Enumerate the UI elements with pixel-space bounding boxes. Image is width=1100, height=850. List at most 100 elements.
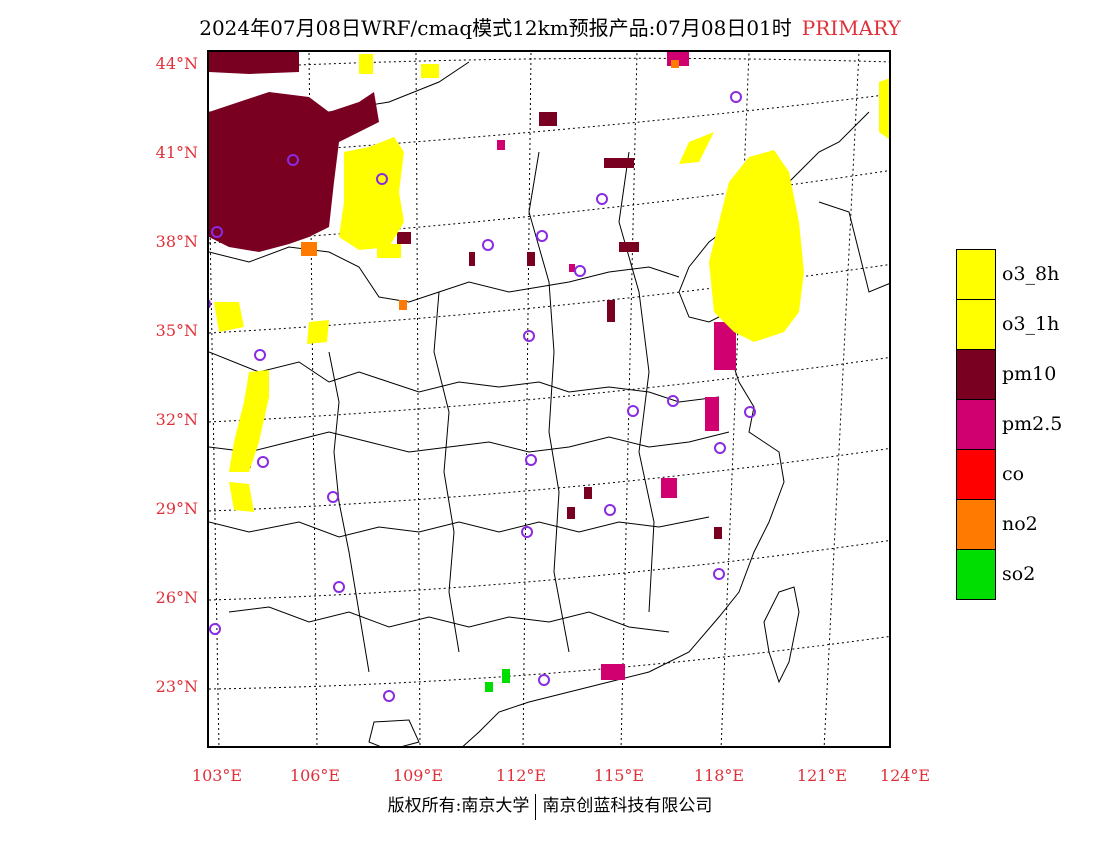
lon-label-109: 109°E [392, 766, 444, 785]
o3-far-ne [879, 78, 889, 140]
pm10-cell-10 [567, 507, 575, 519]
inner-boundary-9 [618, 151, 655, 613]
legend-swatch-pm25 [956, 399, 996, 450]
korea [818, 201, 889, 293]
lat-label-38: 38°N [155, 232, 198, 251]
pm10-cell-1 [539, 112, 557, 126]
station-marker [327, 491, 339, 503]
lon-label-112: 112°E [495, 766, 547, 785]
inner-boundary-3 [209, 431, 730, 453]
station-marker [482, 239, 494, 251]
station-marker [209, 623, 221, 635]
lon-label-118: 118°E [693, 766, 745, 785]
map-panel [207, 50, 891, 748]
legend-label-co: co [1002, 463, 1025, 485]
pm25-cell-2 [569, 264, 575, 272]
legend-label-pm10: pm10 [1002, 363, 1057, 385]
inner-boundary-5 [228, 606, 670, 633]
o3-beijing [339, 137, 404, 250]
inner-boundary-1 [209, 246, 680, 303]
inner-boundary-2 [209, 351, 720, 403]
legend-label-o3-1h: o3_1h [1002, 313, 1060, 335]
meridian-109 [415, 52, 421, 746]
meridian-115 [620, 52, 638, 746]
lon-label-103: 103°E [191, 766, 243, 785]
no2-cell-2 [399, 300, 407, 310]
inner-boundary-7 [433, 291, 460, 653]
pm10-cell-6 [469, 252, 475, 266]
footer-left: 版权所有:南京大学 [387, 796, 530, 816]
station-marker [538, 674, 550, 686]
lat-label-23: 23°N [155, 677, 198, 696]
meridian-112 [522, 52, 532, 746]
station-marker [333, 581, 345, 593]
station-marker [254, 349, 266, 361]
inner-boundary-6 [328, 351, 370, 673]
map-title: 2024年07月08日WRF/cmaq模式12km预报产品:07月08日01时 P… [0, 12, 1100, 41]
parallel-26 [209, 540, 889, 601]
station-markers [209, 91, 756, 702]
pm25-jiangsu [714, 322, 736, 370]
lon-label-106: 106°E [289, 766, 341, 785]
meridian-118 [720, 52, 750, 746]
station-marker [714, 442, 726, 454]
lon-label-115: 115°E [593, 766, 645, 785]
no2-cell-3 [671, 60, 679, 68]
o3-northeast [679, 132, 714, 164]
inner-boundary-8 [528, 151, 570, 653]
station-marker [604, 504, 616, 516]
o3-yellow-sea [709, 150, 804, 342]
station-marker [536, 230, 548, 242]
parallel-23 [209, 636, 889, 690]
inner-boundary-4 [209, 516, 710, 538]
taiwan [763, 586, 800, 684]
o3-patches [214, 54, 889, 512]
pm25-cell-1 [497, 140, 505, 150]
copyright-footer: 版权所有:南京大学 南京创蓝科技有限公司 [0, 791, 1100, 820]
station-marker [667, 395, 679, 407]
station-marker [525, 454, 537, 466]
meridian-121 [823, 52, 860, 746]
pm10-cell-4 [607, 300, 615, 322]
lat-label-41: 41°N [155, 143, 198, 162]
boundaries [209, 61, 889, 746]
pm10-cell-5 [397, 232, 411, 244]
station-marker [257, 456, 269, 468]
lon-label-121: 121°E [796, 766, 848, 785]
station-marker [744, 406, 756, 418]
pm25-guangdong [601, 664, 625, 680]
o3-cell-1 [359, 54, 373, 74]
parallel-29 [209, 448, 889, 512]
pm10-cell-3 [619, 242, 639, 252]
o3-shaanxi [307, 320, 329, 344]
o3-chongqing-w [229, 482, 254, 512]
pm10-cell-9 [584, 487, 592, 499]
no2-patches [301, 60, 679, 310]
pm25-east-2 [661, 478, 677, 498]
legend-label-no2: no2 [1002, 513, 1038, 535]
station-marker [521, 526, 533, 538]
legend-swatch-pm10 [956, 349, 996, 400]
o3-cell-3 [377, 244, 401, 258]
parallel-44 [209, 57, 889, 70]
footer-right: 南京创蓝科技有限公司 [542, 796, 713, 816]
legend-swatch-o3-1h [956, 299, 996, 350]
station-marker [383, 690, 395, 702]
title-main: 2024年07月08日WRF/cmaq模式12km预报产品:07月08日01时 [199, 16, 792, 40]
legend-label-so2: so2 [1002, 563, 1036, 585]
so2-cell-1 [502, 669, 510, 683]
o3-sichuan [229, 370, 269, 472]
no2-cell-1 [301, 242, 317, 256]
parallel-35 [209, 264, 889, 334]
legend-swatch-o3-8h [956, 249, 996, 300]
hainan [368, 719, 420, 746]
legend-label-o3-8h: o3_8h [1002, 263, 1060, 285]
station-marker [287, 154, 299, 166]
station-marker [574, 265, 586, 277]
pm25-east-1 [705, 397, 719, 431]
footer-separator [535, 793, 537, 820]
pm10-patches [209, 52, 722, 539]
station-marker [713, 568, 725, 580]
station-marker [211, 226, 223, 238]
legend-label-pm25: pm2.5 [1002, 413, 1063, 435]
